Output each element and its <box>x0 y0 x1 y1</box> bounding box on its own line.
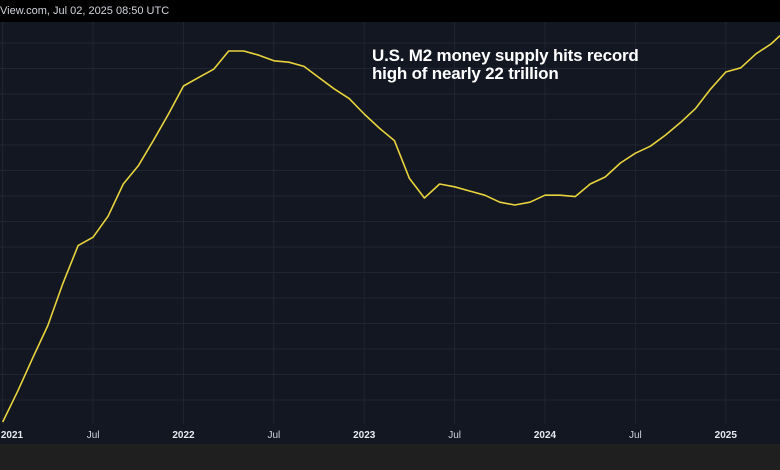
chart-title-line-2: high of nearly 22 trillion <box>372 64 559 83</box>
x-tick-label: 2024 <box>533 430 557 441</box>
series-line-m2 <box>1 35 780 423</box>
x-tick-label: Jul <box>267 430 281 441</box>
x-tick-label: 2023 <box>353 430 376 441</box>
x-tick-label: 2025 <box>714 430 737 441</box>
grid-lines <box>0 22 780 424</box>
x-tick-label: 2021 <box>0 430 24 441</box>
footer-bar <box>0 444 780 470</box>
x-tick-label: Jul <box>86 430 100 441</box>
chart-title-line-1: U.S. M2 money supply hits record <box>372 46 639 65</box>
chart-title: U.S. M2 money supply hits record high of… <box>372 47 639 83</box>
x-tick-label: Jul <box>628 430 642 441</box>
x-axis <box>0 424 780 444</box>
header-bar: View.com, Jul 02, 2025 08:50 UTC <box>0 0 780 22</box>
watermark-text: View.com, Jul 02, 2025 08:50 UTC <box>0 5 170 17</box>
x-tick-label: Jul <box>448 430 462 441</box>
chart-plot-area <box>0 22 780 424</box>
series-layer <box>1 35 780 423</box>
x-tick-label: 2022 <box>172 430 195 441</box>
